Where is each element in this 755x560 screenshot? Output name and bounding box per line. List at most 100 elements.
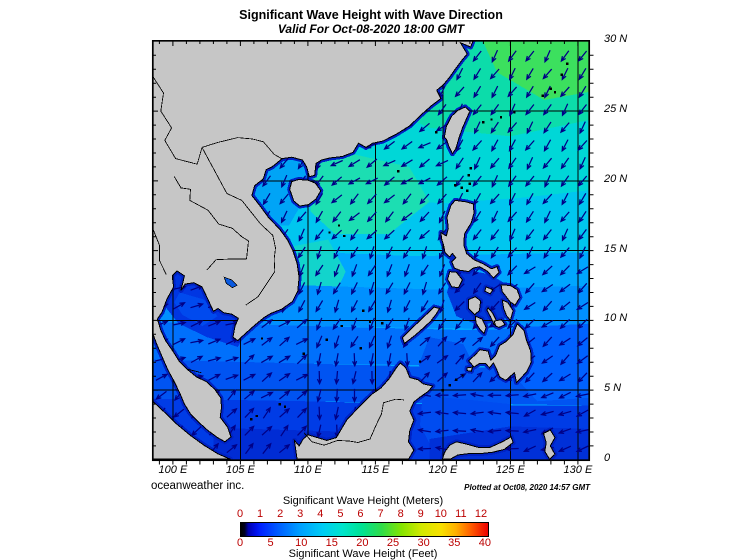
islet [255,414,258,418]
landmass-mindanao [467,323,532,384]
lat-label-30: 30 N [604,33,628,46]
map-canvas [151,40,594,465]
sea-patch [482,40,590,100]
islet [441,388,445,392]
landmass-borneo [293,362,434,460]
lat-label-25: 25 N [604,103,628,116]
colorbar-meters-tick-2: 2 [277,508,284,520]
islet [549,87,553,90]
lon-label-110: 110 E [293,464,322,476]
sea-patch [152,359,590,406]
islet [368,320,372,323]
colorbar-meters-tick-0: 0 [236,508,244,520]
islet [250,418,253,421]
lake-tonle-sap [223,276,238,289]
lat-label-15: 15 N [604,242,628,255]
chart-subtitle: Valid For Oct-08-2020 18:00 GMT [277,22,465,36]
colorbar-feet-tick-30: 30 [417,537,430,549]
colorbar-feet-tick-15: 15 [325,537,338,549]
lon-label-105: 105 E [226,464,255,476]
landmass-cebu [486,306,498,326]
lon-label-100: 100 E [158,464,188,476]
islet [328,231,331,234]
map-frame [151,40,591,462]
islet [418,360,422,363]
credit-text: oceanweather inc. [151,480,245,492]
islet [499,116,503,119]
colorbar-meters-tick-5: 5 [337,508,344,520]
sea-patch [418,337,474,382]
country-border [252,138,282,159]
landmass-leyte [501,299,514,322]
islet [340,324,343,328]
landmass-luzon [440,199,500,279]
country-border [187,368,202,374]
colorbar-meters-tick-9: 9 [417,508,424,520]
colorbar-feet-tick-0: 0 [236,537,244,549]
chart-title: Significant Wave Height with Wave Direct… [239,8,503,22]
landmass-basilan [466,366,474,372]
sea-patch [310,153,430,234]
sea-patch [514,323,590,402]
islet [337,224,341,227]
islet [560,73,563,77]
colorbar-feet-tick-5: 5 [267,537,274,549]
landmass-sulawesi [441,436,514,460]
islet [381,322,384,325]
lat-label-0: 0 [604,451,611,464]
colorbar-meters-tick-3: 3 [297,508,304,520]
lon-label-125: 125 E [496,464,525,476]
landmass-taiwan [443,106,471,155]
lat-label-20: 20 N [604,172,628,185]
colorbar-meters-tick-1: 1 [257,508,264,520]
landmass-samar [500,284,521,306]
colorbar-meters-tick-10: 10 [434,508,447,520]
islet [513,111,516,114]
islet [482,121,485,124]
islet [260,337,264,340]
landmass-negros [474,315,487,335]
islet [453,183,457,187]
islet [302,352,306,356]
islet [362,309,365,312]
islet [461,374,464,377]
colorbar-feet-tick-10: 10 [295,537,308,549]
landmass-halmahera [542,429,556,460]
plotted-timestamp: Plotted at Oct08, 2020 14:57 GMT [464,483,590,492]
colorbar-title-feet: Significant Wave Height (Feet) [288,548,438,560]
colorbar-title-meters: Significant Wave Height (Meters) [282,495,444,507]
islet [325,338,328,342]
islet [460,186,463,190]
islet [278,402,281,406]
colorbar-meters-tick-8: 8 [397,508,404,520]
landmass-masbate [484,286,494,295]
islet [490,118,493,121]
axis-ticks [152,40,594,465]
landmass-panay [468,296,482,316]
sea-patch [174,292,218,326]
landmass-hainan [289,178,322,207]
lat-label-5: 5 N [604,382,622,395]
colorbar-feet-tick-40: 40 [478,537,491,549]
islet [468,182,472,185]
colorbar-meters-tick-12: 12 [474,508,488,520]
landmass-palawan [401,306,441,345]
islet [397,169,400,173]
colorbar-meters-tick-4: 4 [317,508,324,520]
colorbar-meters-tick-7: 7 [377,508,384,520]
islet [541,94,544,97]
lon-label-120: 120 E [428,464,458,476]
colorbar-feet-tick-20: 20 [356,537,369,549]
landmass-mainland-asia [152,40,474,443]
islet [553,91,557,94]
islet [455,378,458,381]
country-border [152,76,203,165]
colorbar-meters-tick-6: 6 [357,508,364,520]
colorbar-feet-tick-25: 25 [386,537,400,549]
country-border [303,398,404,446]
islet [448,384,451,387]
landmass-bohol [493,319,506,328]
islet [359,347,362,350]
country-border [201,137,253,148]
